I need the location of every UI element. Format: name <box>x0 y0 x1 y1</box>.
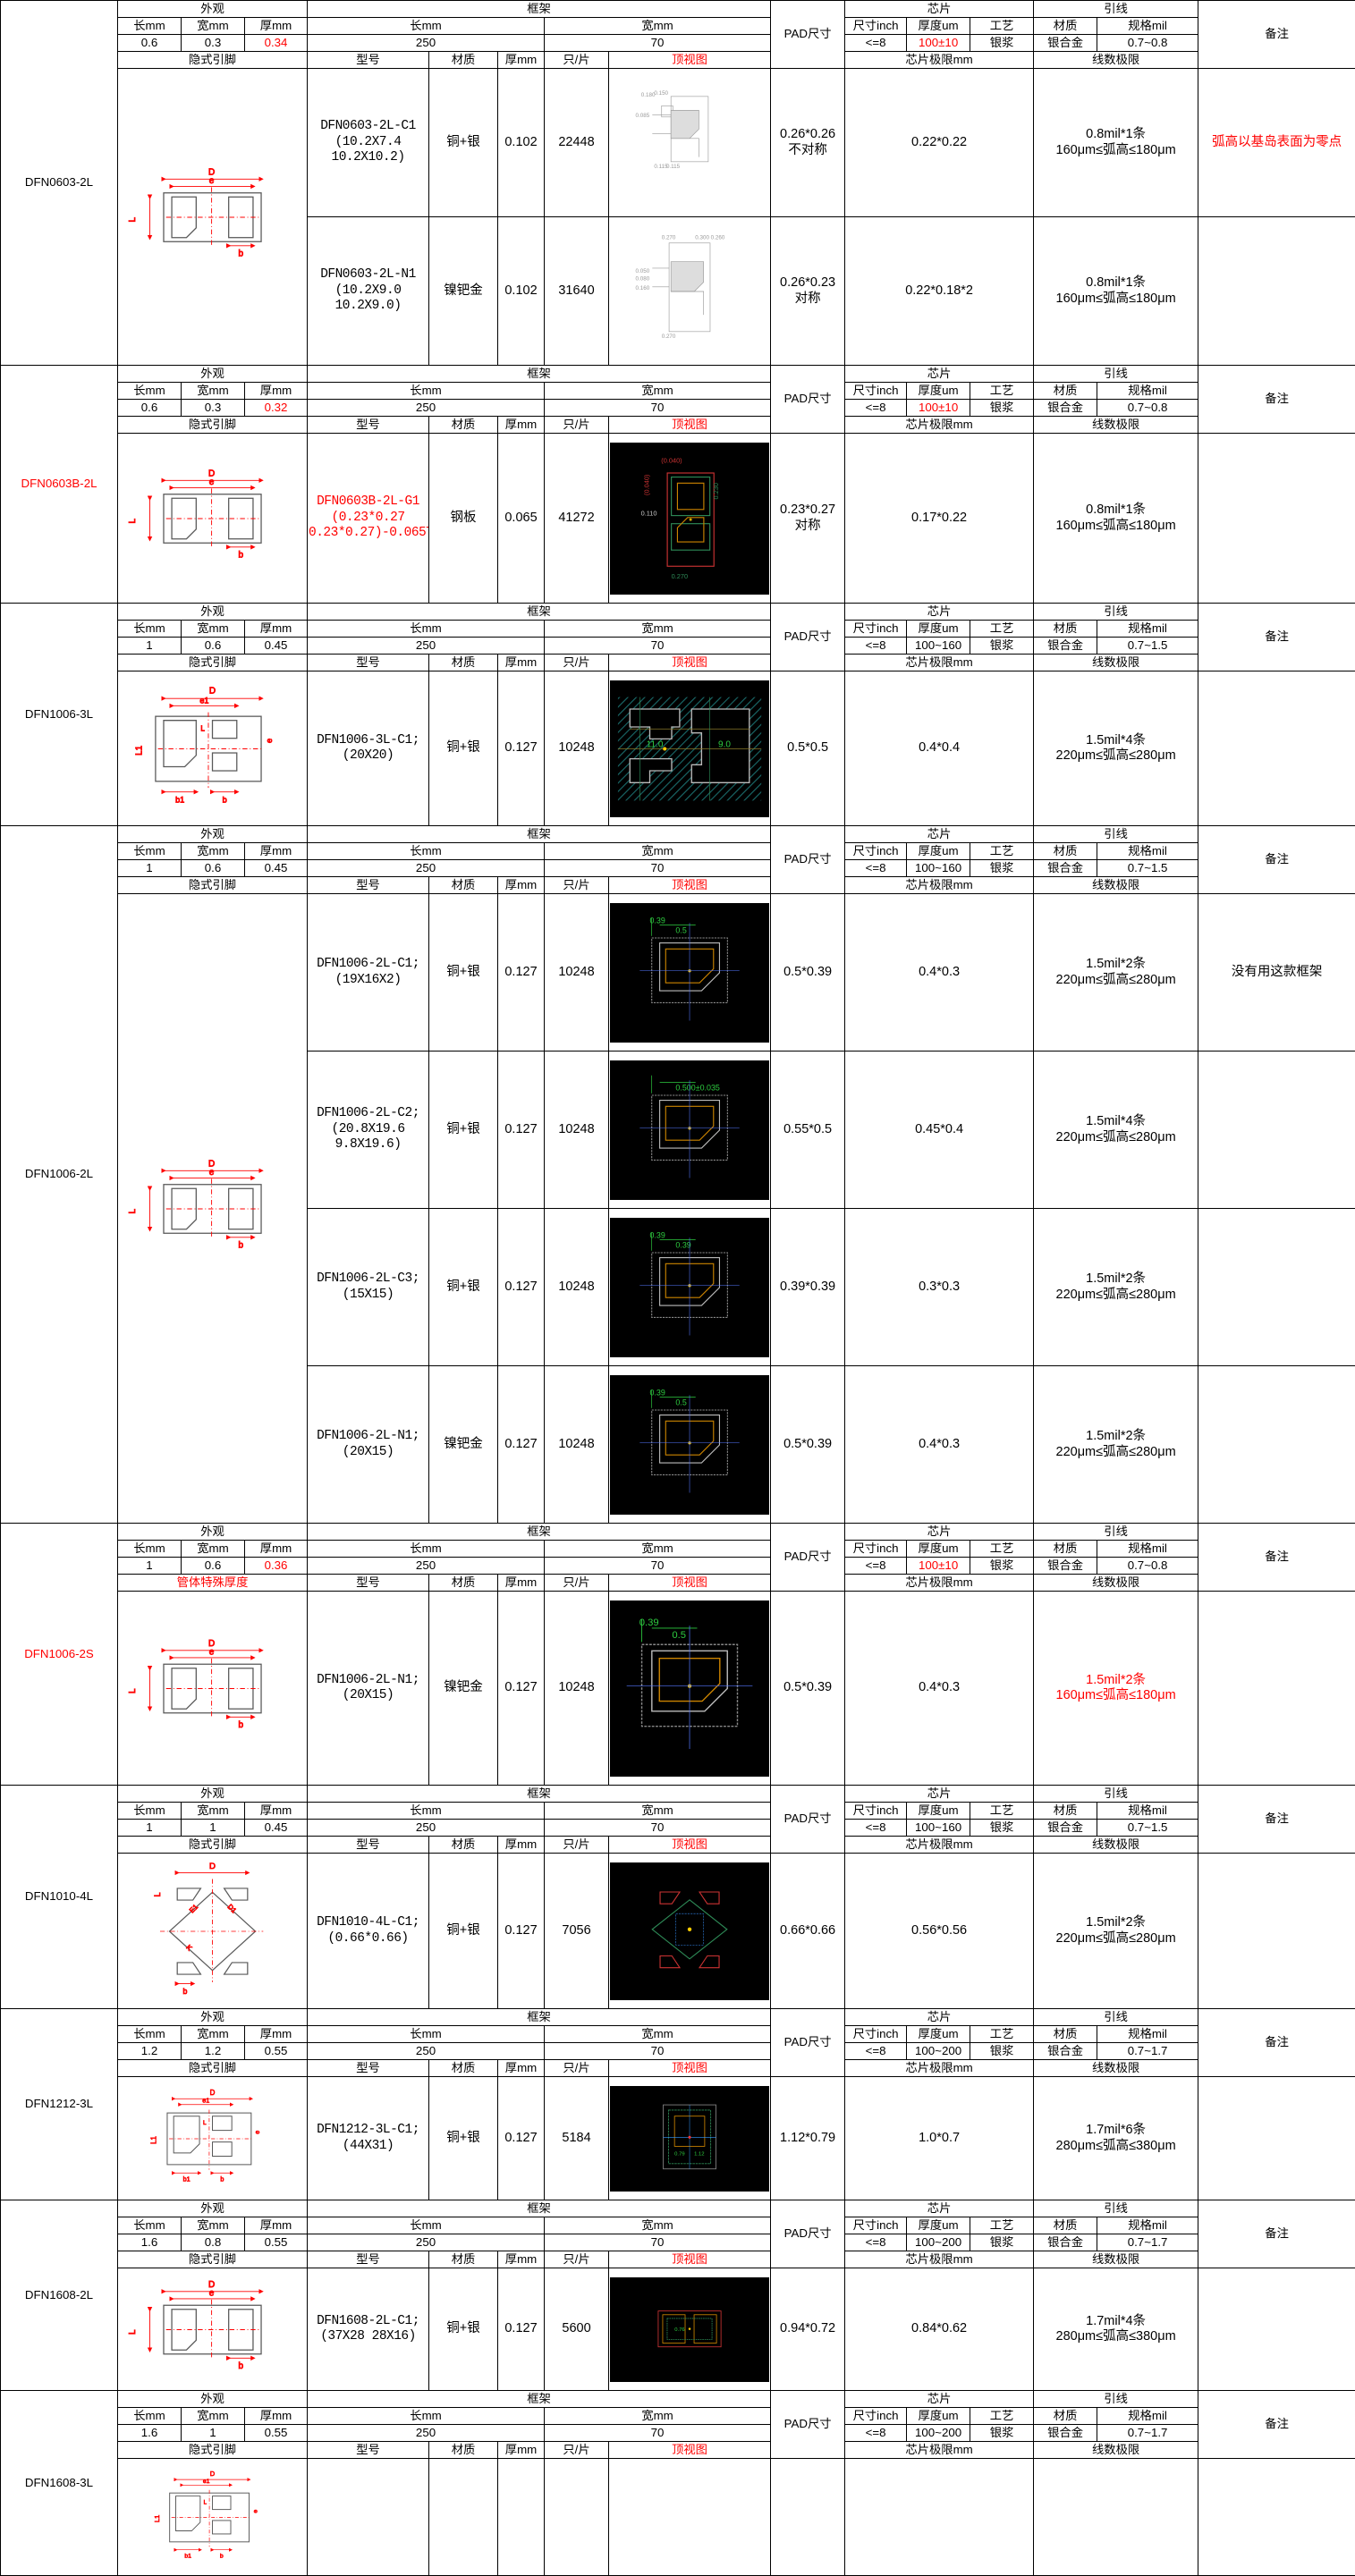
svg-text:0.39: 0.39 <box>675 1240 690 1249</box>
svg-text:b1: b1 <box>184 2553 191 2559</box>
svg-text:D: D <box>209 686 216 696</box>
svg-text:0.230: 0.230 <box>712 483 720 499</box>
svg-text:b: b <box>182 1986 187 1995</box>
svg-text:e: e <box>209 1167 215 1177</box>
svg-text:0.270: 0.270 <box>672 571 688 579</box>
svg-text:e: e <box>252 2509 258 2513</box>
svg-text:D1: D1 <box>226 1902 238 1913</box>
svg-text:b: b <box>220 2175 224 2183</box>
svg-text:0.150: 0.150 <box>654 89 668 96</box>
svg-text:9.0: 9.0 <box>718 739 731 749</box>
svg-text:e: e <box>209 1647 215 1657</box>
svg-text:b: b <box>220 2553 224 2559</box>
svg-text:e1: e1 <box>203 2479 210 2485</box>
svg-text:(0.040): (0.040) <box>643 474 651 494</box>
svg-text:K: K <box>184 1943 194 1953</box>
svg-text:e: e <box>253 2130 261 2133</box>
svg-text:b1: b1 <box>183 2175 191 2183</box>
svg-text:0.085: 0.085 <box>636 112 650 118</box>
svg-text:b: b <box>239 249 244 258</box>
svg-text:0.5: 0.5 <box>675 1398 686 1406</box>
svg-text:D: D <box>210 2088 216 2096</box>
svg-text:11.0: 11.0 <box>647 739 664 749</box>
svg-text:0.39: 0.39 <box>649 916 665 925</box>
svg-text:e: e <box>209 2288 215 2298</box>
svg-text:L: L <box>200 724 205 732</box>
svg-text:0.300 0.260: 0.300 0.260 <box>695 234 725 241</box>
svg-text:b: b <box>239 1240 244 1250</box>
svg-text:e: e <box>209 175 215 185</box>
svg-text:b: b <box>239 550 244 560</box>
svg-text:L: L <box>153 1892 162 1896</box>
svg-text:L: L <box>204 2499 207 2505</box>
svg-text:D: D <box>209 1862 216 1871</box>
svg-text:e: e <box>265 738 274 742</box>
svg-text:0.39: 0.39 <box>639 1617 659 1628</box>
svg-text:0.110: 0.110 <box>641 509 657 517</box>
svg-text:0.5: 0.5 <box>675 925 686 934</box>
svg-text:L: L <box>128 216 138 222</box>
svg-text:0.270: 0.270 <box>662 334 676 340</box>
svg-text:L: L <box>128 2329 138 2335</box>
svg-text:b: b <box>223 795 227 804</box>
svg-text:0.76: 0.76 <box>674 2327 684 2333</box>
svg-text:e1: e1 <box>202 2096 209 2104</box>
svg-text:L: L <box>128 1208 138 1213</box>
svg-text:0.39: 0.39 <box>649 1388 665 1397</box>
svg-text:0.270: 0.270 <box>662 234 676 241</box>
svg-text:e: e <box>209 477 215 486</box>
svg-text:e1: e1 <box>199 696 208 705</box>
svg-text:L: L <box>128 518 138 523</box>
svg-text:L1: L1 <box>150 2135 158 2143</box>
svg-text:0.080: 0.080 <box>636 275 650 282</box>
svg-text:0.5: 0.5 <box>672 1630 686 1641</box>
svg-text:0.79: 0.79 <box>674 2151 684 2157</box>
svg-text:0.050: 0.050 <box>636 268 650 274</box>
svg-text:L: L <box>128 1688 138 1693</box>
svg-text:0.160: 0.160 <box>636 284 650 291</box>
svg-text:D: D <box>210 2470 216 2478</box>
svg-text:b: b <box>239 1720 244 1730</box>
svg-text:1.12: 1.12 <box>694 2151 704 2157</box>
svg-text:b1: b1 <box>175 795 184 804</box>
svg-text:L1: L1 <box>134 745 144 756</box>
svg-text:0.39: 0.39 <box>649 1230 665 1239</box>
svg-text:L1: L1 <box>153 2514 161 2521</box>
svg-text:b: b <box>239 2361 244 2371</box>
svg-text:(0.040): (0.040) <box>661 456 682 464</box>
svg-text:0.500±0.035: 0.500±0.035 <box>675 1083 720 1092</box>
svg-text:L: L <box>203 2120 207 2126</box>
svg-text:0.115: 0.115 <box>666 164 681 170</box>
